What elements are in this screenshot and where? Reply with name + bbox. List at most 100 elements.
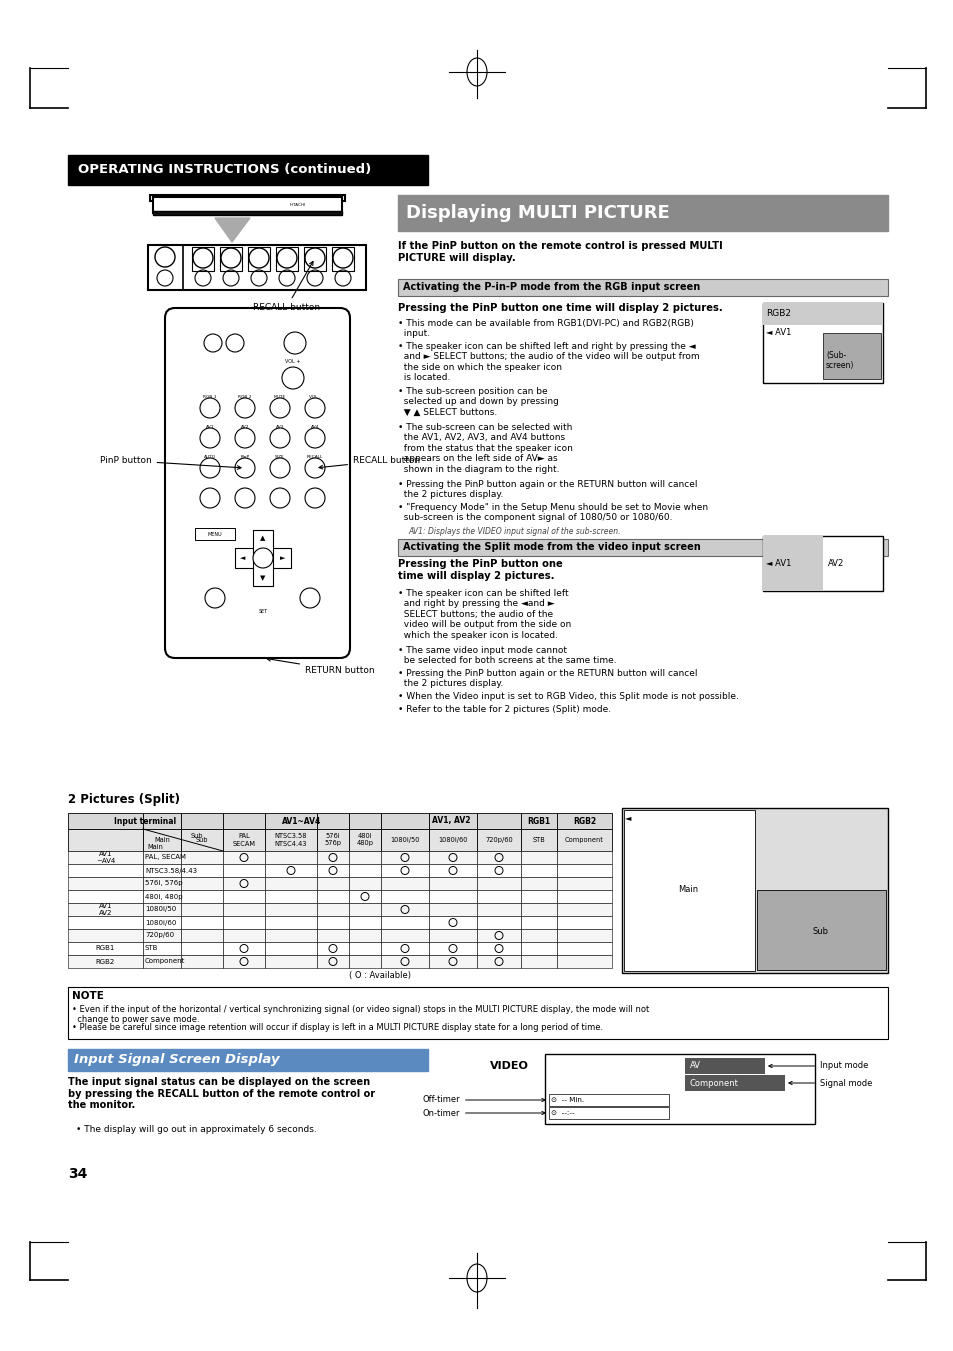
Bar [316,942,349,955]
Bar [143,890,181,902]
Bar [557,902,612,916]
Bar [223,916,265,929]
Bar [548,1106,668,1119]
Text: ⊙  --:--: ⊙ --:-- [551,1111,574,1116]
Bar [684,1075,784,1092]
Bar [429,865,476,877]
Text: The input signal status can be displayed on the screen
by pressing the RECALL bu: The input signal status can be displayed… [68,1077,375,1111]
Text: RGB2: RGB2 [95,958,115,965]
Bar [265,830,316,851]
Bar [476,902,520,916]
Bar [557,916,612,929]
Bar [349,877,380,890]
Bar [143,865,181,877]
Text: RGB2: RGB2 [573,816,596,825]
Bar [223,877,265,890]
Bar [349,865,380,877]
Text: 720p/60: 720p/60 [145,932,174,939]
Text: • The sub-screen can be selected with
  the AV1, AV2, AV3, and AV4 buttons
  fro: • The sub-screen can be selected with th… [397,423,572,474]
Bar [181,942,223,955]
Bar [265,955,316,969]
Bar [397,195,887,231]
Bar [429,851,476,865]
Bar [520,929,557,942]
Bar [68,1048,428,1071]
Bar [557,942,612,955]
Bar [181,830,223,851]
Text: ( O : Available): ( O : Available) [349,971,411,979]
Bar [476,830,520,851]
Bar [181,890,223,902]
Text: 480i, 480p: 480i, 480p [145,893,182,900]
Bar [223,813,265,830]
Bar [68,865,143,877]
Bar [349,955,380,969]
Text: 480i
480p: 480i 480p [356,834,374,847]
Text: • Even if the input of the horizontal / vertical synchronizing signal (or video : • Even if the input of the horizontal / … [71,1005,649,1024]
Text: MUTE: MUTE [274,394,286,399]
Text: NOTE: NOTE [71,992,104,1001]
Text: 2 Pictures (Split): 2 Pictures (Split) [68,793,180,807]
Text: Off-timer: Off-timer [422,1096,544,1105]
Bar [349,942,380,955]
Bar [349,813,380,830]
Text: AV2: AV2 [827,558,843,567]
Bar [223,929,265,942]
Bar [181,851,223,865]
Bar [762,536,822,590]
Bar [223,865,265,877]
Bar [380,830,429,851]
Text: Component: Component [145,958,185,965]
Bar [265,865,316,877]
Bar [265,813,316,830]
Bar [520,942,557,955]
Bar [143,830,181,851]
Text: Sub: Sub [191,834,203,839]
Bar [397,539,887,557]
Text: STB: STB [532,838,545,843]
Bar [380,813,429,830]
Bar [248,247,270,272]
Bar [520,890,557,902]
Text: RGB 1: RGB 1 [203,394,216,399]
Text: • The display will go out in approximately 6 seconds.: • The display will go out in approximate… [76,1125,316,1133]
Bar [316,865,349,877]
Bar [68,830,143,851]
Text: • "Frequency Mode" in the Setup Menu should be set to Movie when
  sub-screen is: • "Frequency Mode" in the Setup Menu sho… [397,503,707,523]
Text: ▲: ▲ [260,535,265,540]
Bar [265,877,316,890]
Text: Pressing the PinP button one time will display 2 pictures.: Pressing the PinP button one time will d… [397,303,722,313]
Text: (Sub-
screen): (Sub- screen) [825,351,854,370]
Bar [623,811,754,971]
Text: VOL +: VOL + [285,359,300,363]
Bar [476,916,520,929]
Text: STB: STB [145,946,158,951]
Text: • When the Video input is set to RGB Video, this Split mode is not possible.: • When the Video input is set to RGB Vid… [397,692,739,701]
Bar [380,877,429,890]
Bar [68,955,143,969]
Text: Main: Main [147,844,163,850]
Text: 720p/60: 720p/60 [485,838,513,843]
Text: AV2: AV2 [240,426,249,430]
Bar [557,929,612,942]
Bar [143,955,181,969]
Text: 576i, 576p: 576i, 576p [145,881,182,886]
Bar [349,830,380,851]
Text: ⊙  -- Min.: ⊙ -- Min. [551,1097,583,1102]
Bar [68,902,143,916]
Bar [349,851,380,865]
Bar [143,916,181,929]
Bar [520,955,557,969]
Bar [520,865,557,877]
Bar [557,890,612,902]
Text: ►: ► [280,555,285,561]
Text: Main: Main [153,838,170,843]
Bar [476,851,520,865]
Text: 576i
576p: 576i 576p [324,834,341,847]
Text: 1080i/60: 1080i/60 [437,838,467,843]
Bar [223,942,265,955]
Text: ◄ AV1: ◄ AV1 [765,328,791,336]
Bar [223,830,265,851]
Text: Component: Component [564,838,603,843]
Bar [762,536,882,590]
